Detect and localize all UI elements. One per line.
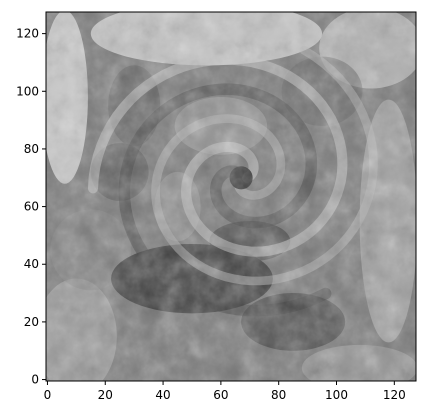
x-tick-label: 40 — [155, 388, 170, 402]
noise-overlay — [46, 12, 416, 381]
x-tick-label: 60 — [213, 388, 228, 402]
y-tick-label: 40 — [24, 257, 39, 271]
x-tick-label: 0 — [44, 388, 52, 402]
x-tick-label: 120 — [383, 388, 406, 402]
x-tick-label: 80 — [271, 388, 286, 402]
x-tick-label: 20 — [98, 388, 113, 402]
y-tick-label: 80 — [24, 142, 39, 156]
y-tick-label: 120 — [16, 27, 39, 41]
y-tick-label: 60 — [24, 200, 39, 214]
x-axis: 0 20 40 60 80 100 120 — [44, 381, 406, 402]
plot-frame — [45, 11, 417, 382]
y-axis: 0 20 40 60 80 100 120 — [16, 27, 46, 387]
x-tick-label: 100 — [325, 388, 348, 402]
y-tick-label: 0 — [31, 373, 39, 387]
y-tick-label: 20 — [24, 315, 39, 329]
y-tick-label: 100 — [16, 84, 39, 98]
plot-area — [46, 12, 416, 381]
